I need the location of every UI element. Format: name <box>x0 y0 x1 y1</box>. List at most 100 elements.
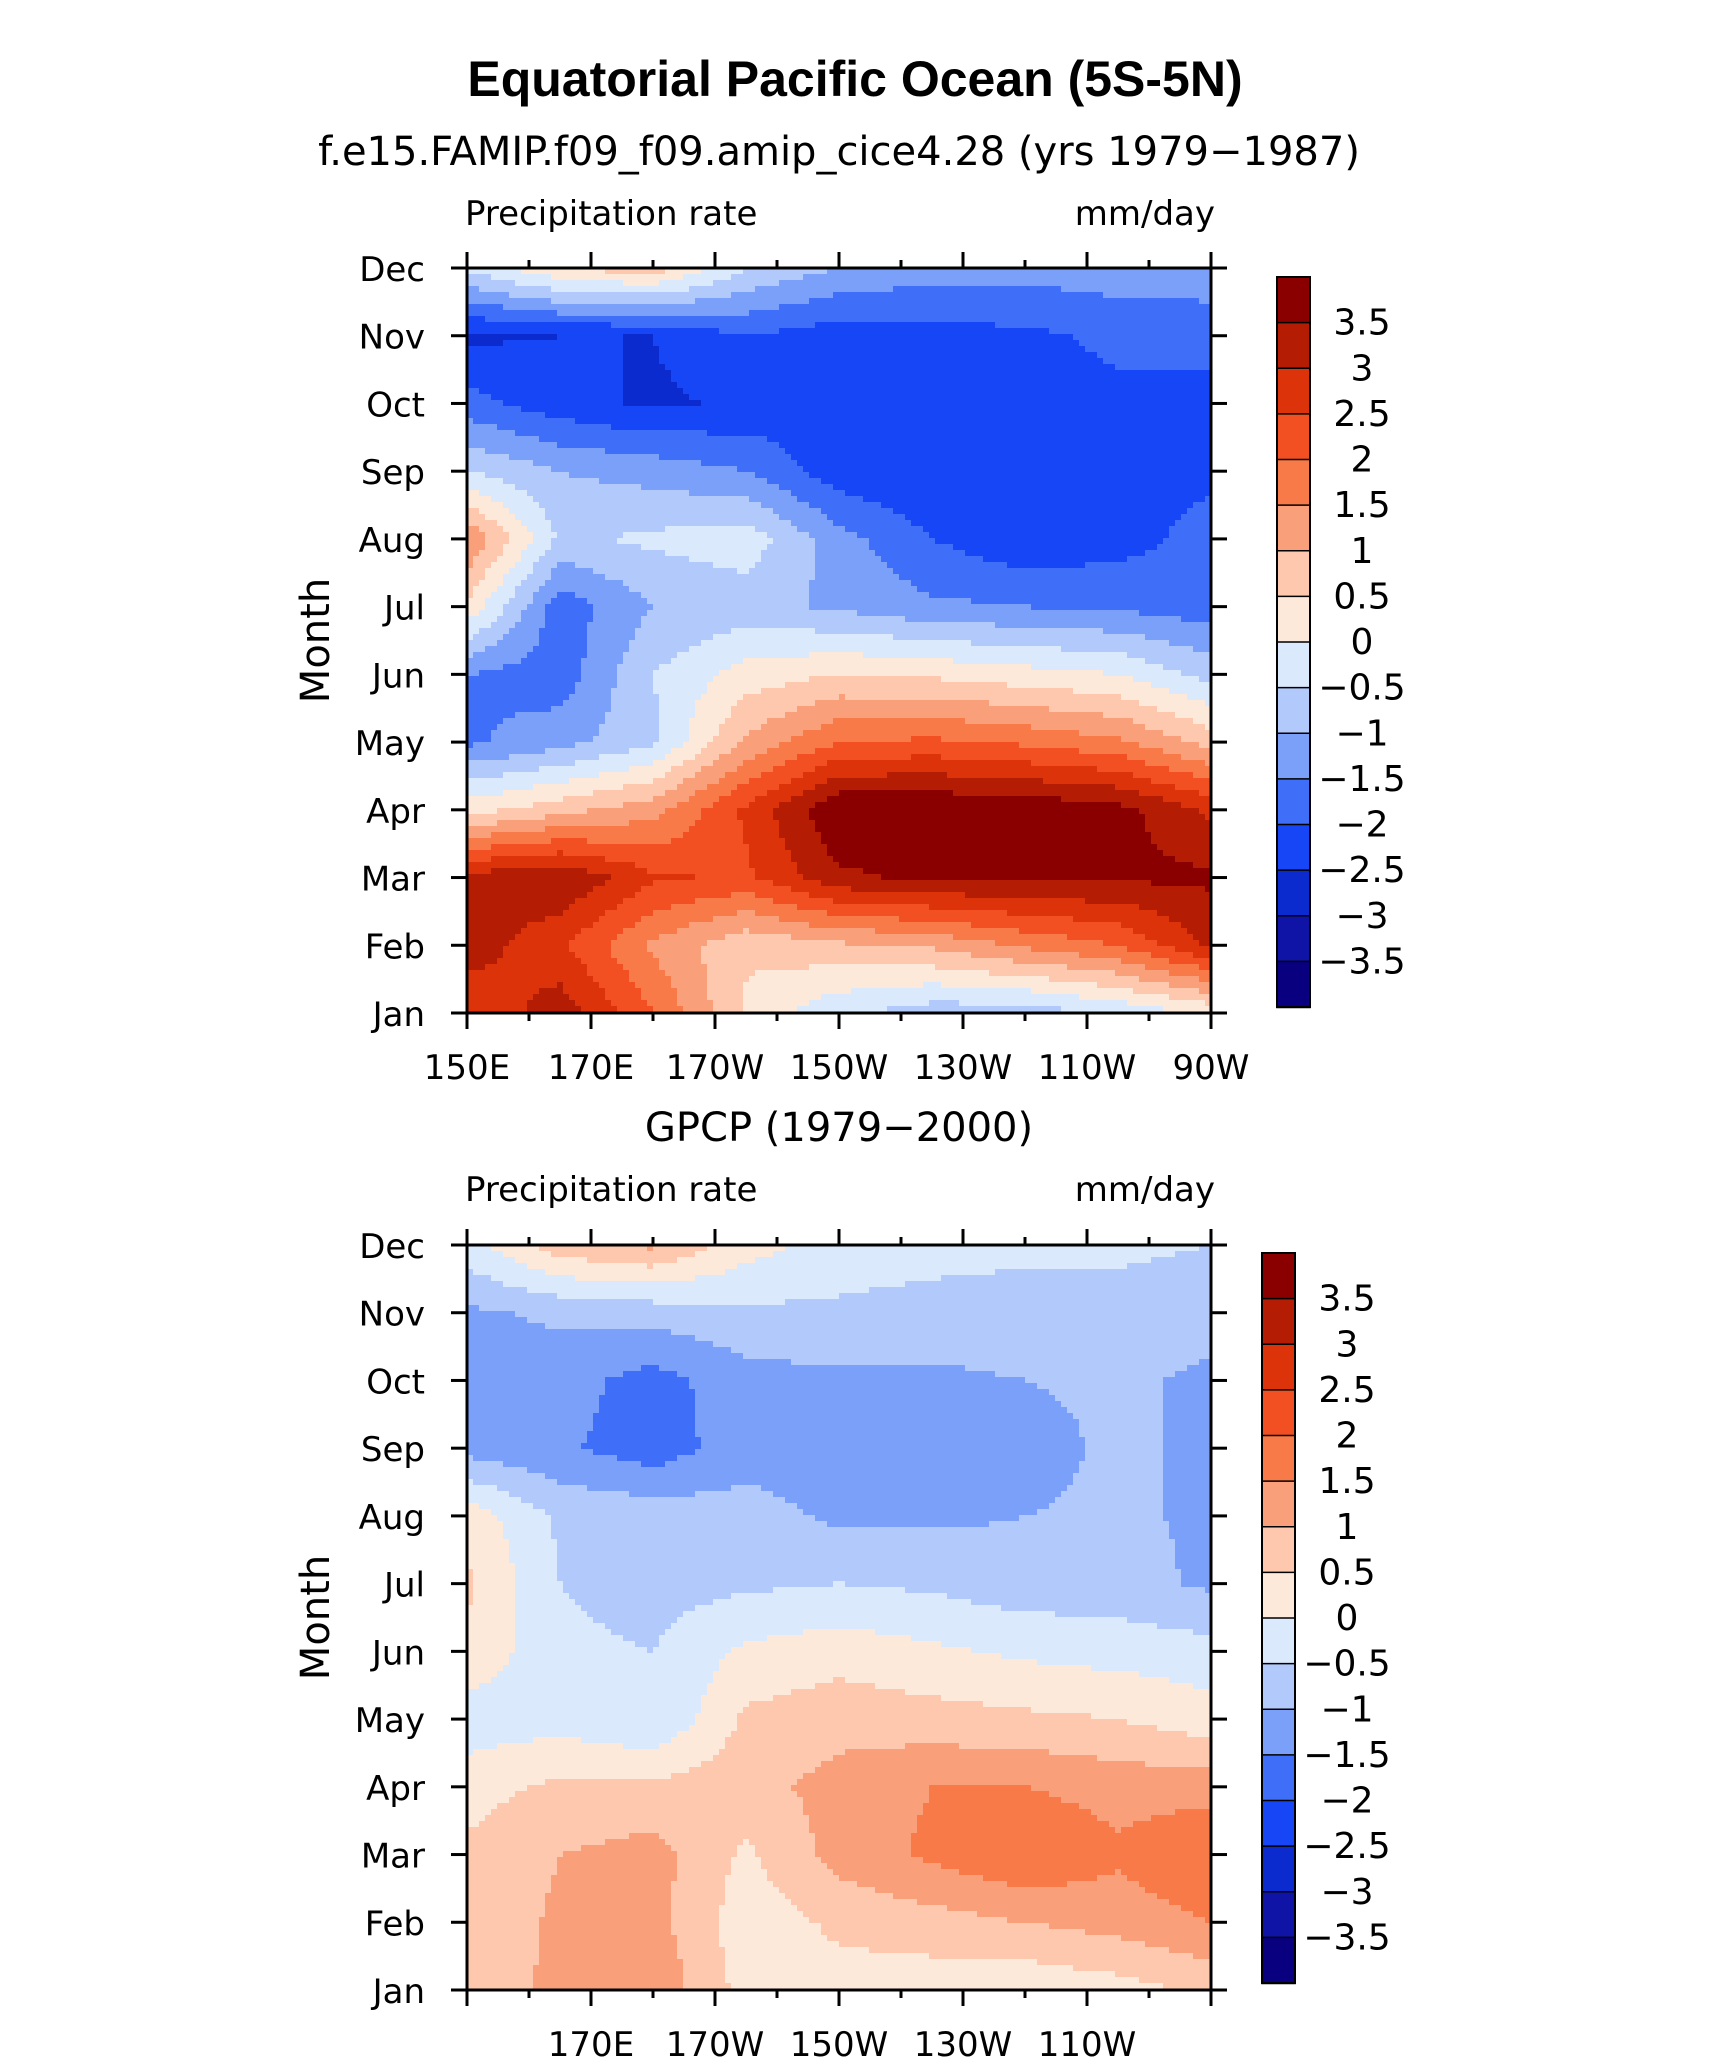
contour-cell <box>557 1563 1176 1570</box>
contour-cell <box>797 862 840 869</box>
contour-cell <box>545 1269 726 1276</box>
contour-cell <box>557 1479 1074 1486</box>
contour-cell <box>1085 346 1212 353</box>
contour-cell <box>821 832 1152 839</box>
contour-cell <box>743 982 924 989</box>
contour-cell <box>605 1623 672 1630</box>
contour-cell <box>641 988 678 995</box>
contour-cell <box>467 346 624 353</box>
contour-cell <box>611 322 816 329</box>
contour-cell <box>1067 1407 1164 1414</box>
contour-cell <box>551 1515 816 1522</box>
contour-cell <box>647 1000 678 1007</box>
contour-cell <box>551 1521 828 1528</box>
contour-cell <box>797 868 864 875</box>
contour-cell <box>1157 844 1212 851</box>
x-tick-label: 130W <box>914 2025 1013 2062</box>
contour-cell <box>977 1911 1194 1918</box>
contour-cell <box>467 1323 546 1330</box>
contour-cell <box>467 1557 510 1564</box>
contour-cell <box>575 562 714 569</box>
contour-cell <box>1169 640 1212 647</box>
contour-cell <box>1169 1527 1212 1534</box>
contour-cell <box>1085 898 1212 905</box>
contour-cell <box>671 838 744 845</box>
contour-cell <box>641 622 996 629</box>
contour-cell <box>719 328 780 335</box>
contour-cell <box>833 1677 846 1684</box>
colorbar-label: −3 <box>1335 896 1388 937</box>
contour-cell <box>671 904 798 911</box>
contour-cell <box>671 1737 726 1744</box>
contour-cell <box>467 1629 516 1636</box>
y-tick-label: Oct <box>366 385 425 425</box>
contour-cell <box>617 904 672 911</box>
contour-cell <box>809 652 864 659</box>
contour-cell <box>965 1365 1188 1372</box>
contour-cell <box>467 1953 540 1960</box>
contour-cell <box>1157 1725 1212 1732</box>
contour-cell <box>815 1515 1020 1522</box>
colorbar-label: −1.5 <box>1318 759 1405 800</box>
contour-cell <box>695 820 744 827</box>
contour-cell <box>911 1839 1212 1846</box>
contour-cell <box>1181 616 1212 623</box>
contour-cell <box>467 682 576 689</box>
contour-cell <box>467 1383 606 1390</box>
contour-cell <box>539 1923 672 1930</box>
contour-cell <box>605 1389 696 1396</box>
contour-cell <box>587 1611 684 1618</box>
contour-cell <box>785 1893 894 1900</box>
contour-cell <box>611 424 1212 431</box>
contour-cell <box>749 778 792 785</box>
contour-cell <box>695 1431 1080 1438</box>
contour-cell <box>545 1779 798 1786</box>
contour-cell <box>749 310 1212 317</box>
contour-cell <box>653 952 702 959</box>
colorbar-label: 1 <box>1351 531 1374 572</box>
contour-cell <box>1169 1677 1212 1684</box>
contour-cell <box>1181 1575 1212 1582</box>
contour-cell <box>515 1575 558 1582</box>
contour-cell <box>515 1635 624 1642</box>
contour-cell <box>1163 1425 1212 1432</box>
contour-cell <box>467 988 540 995</box>
contour-cell <box>503 952 576 959</box>
contour-cell <box>737 466 804 473</box>
contour-cell <box>467 1917 540 1924</box>
contour-cell <box>467 274 492 281</box>
contour-cell <box>695 1449 1086 1456</box>
contour-cell <box>587 640 630 647</box>
contour-cell <box>1187 928 1212 935</box>
contour-cell <box>533 538 552 545</box>
contour-cell <box>521 928 582 935</box>
contour-cell <box>1139 790 1200 797</box>
contour-cell <box>503 610 522 617</box>
contour-cell <box>1175 1251 1212 1258</box>
contour-cell <box>683 1983 732 1990</box>
contour-cell <box>1193 502 1212 509</box>
contour-field <box>467 1245 1212 1991</box>
contour-cell <box>869 544 954 551</box>
contour-cell <box>713 760 744 767</box>
contour-cell <box>467 1971 534 1978</box>
contour-cell <box>683 1965 726 1972</box>
contour-cell <box>509 1539 558 1546</box>
contour-cell <box>479 628 510 635</box>
contour-cell <box>749 496 798 503</box>
contour-cell <box>533 562 558 569</box>
contour-cell <box>467 772 504 779</box>
contour-cell <box>659 454 792 461</box>
contour-cell <box>1163 1467 1212 1474</box>
contour-cell <box>533 1977 684 1984</box>
contour-cell <box>911 520 1176 527</box>
contour-cell <box>761 556 816 563</box>
contour-cell <box>701 1437 1086 1444</box>
contour-cell <box>593 976 630 983</box>
contour-cell <box>599 772 666 779</box>
contour-cell <box>1127 1875 1212 1882</box>
contour-cell <box>659 718 690 725</box>
contour-cell <box>605 910 654 917</box>
contour-cell <box>1061 646 1194 653</box>
contour-cell <box>467 1851 564 1858</box>
